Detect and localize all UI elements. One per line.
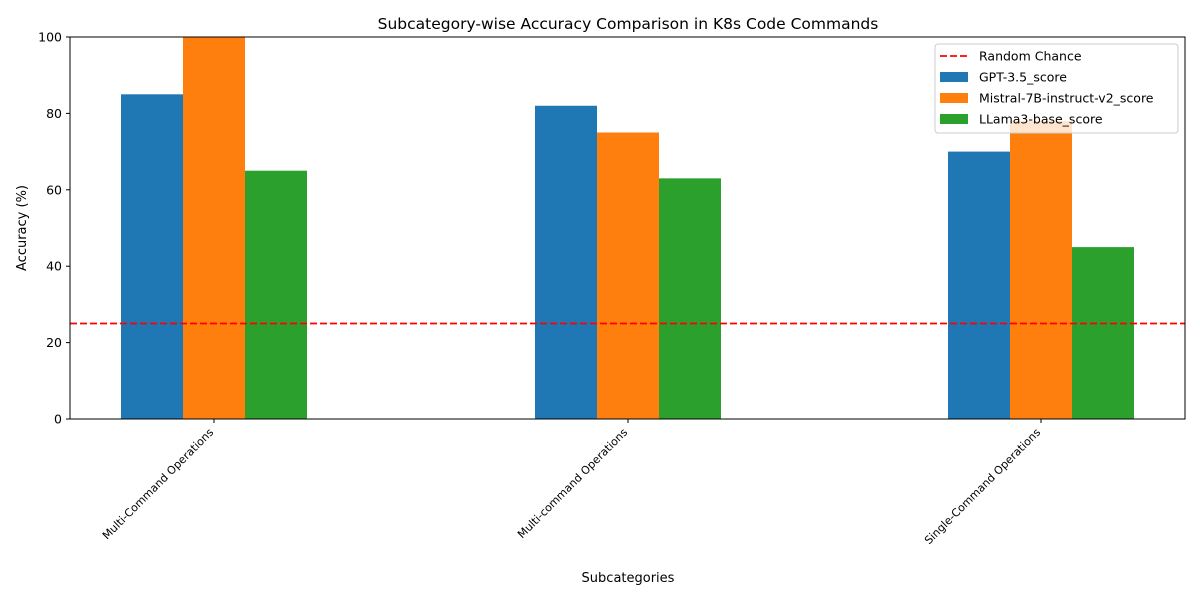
legend-label-llama3-base-score: LLama3-base_score — [979, 112, 1103, 127]
x-tick-label: Single-Command Operations — [922, 426, 1043, 547]
legend-label-random-chance: Random Chance — [979, 49, 1082, 64]
bar-llama3-base-score-3 — [1072, 247, 1134, 419]
y-axis: 0 20 40 60 80 100 — [38, 30, 70, 427]
legend: Random Chance GPT-3.5_score Mistral-7B-ins… — [934, 43, 1179, 134]
legend-label-mistral-7b-instruct-v2-score: Mistral-7B-instruct-v2_score — [979, 91, 1154, 106]
bar-gpt-3-5-score-1 — [121, 94, 183, 420]
legend-box — [934, 43, 1179, 134]
legend-swatch-mistral-7b-instruct-v2-score — [940, 93, 968, 103]
y-tick-label: 100 — [38, 30, 62, 45]
bars-layer — [121, 37, 1134, 420]
chart-title: Subcategory-wise Accuracy Comparison in … — [378, 15, 879, 33]
bar-mistral-7b-instruct-v2-score-1 — [183, 37, 245, 419]
legend-label-gpt-3-5-score: GPT-3.5_score — [979, 70, 1067, 85]
x-tick-label: Multi-Command Operations — [100, 426, 216, 542]
legend-swatch-gpt-3-5-score — [940, 72, 968, 82]
bar-llama3-base-score-1 — [245, 170, 307, 419]
bar-mistral-7b-instruct-v2-score-2 — [597, 132, 659, 419]
x-axis-label: Subcategories — [582, 571, 675, 586]
y-tick-label: 40 — [46, 259, 62, 274]
y-axis-label: Accuracy (%) — [15, 185, 30, 271]
bar-gpt-3-5-score-2 — [535, 105, 597, 419]
bar-gpt-3-5-score-3 — [948, 151, 1010, 419]
y-tick-label: 80 — [46, 106, 62, 121]
y-tick-label: 60 — [46, 182, 62, 197]
y-tick-label: 20 — [46, 335, 62, 350]
bar-llama3-base-score-2 — [659, 178, 721, 419]
x-tick-label: Multi-command Operations — [515, 426, 630, 541]
y-tick-label: 0 — [54, 412, 62, 427]
legend-swatch-llama3-base-score — [940, 114, 968, 124]
bar-mistral-7b-instruct-v2-score-3 — [1010, 121, 1072, 419]
x-axis: Multi-Command Operations Multi-command Op… — [100, 419, 1043, 547]
